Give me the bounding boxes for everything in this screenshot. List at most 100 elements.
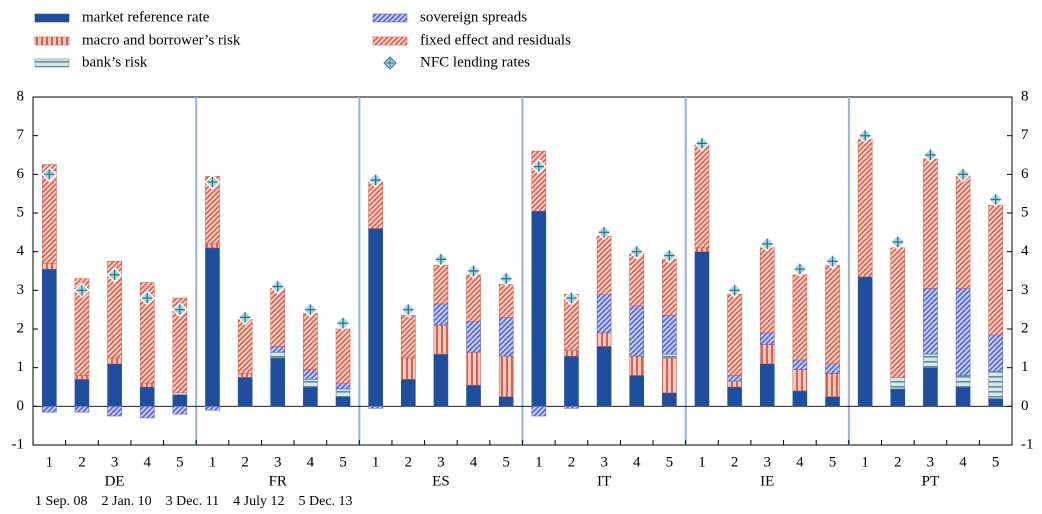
- bar-segment: [172, 394, 188, 407]
- bar-segment: [498, 284, 514, 318]
- bar-segment: [825, 264, 840, 365]
- bar-segment: [759, 363, 775, 407]
- y-tick-label: 4: [17, 243, 25, 259]
- y-tick-label: -1: [12, 436, 25, 452]
- nfc-marker: [269, 278, 286, 295]
- bar-segment: [335, 388, 351, 397]
- x-tick-label: 2: [78, 454, 86, 470]
- bar-segment: [923, 353, 938, 368]
- bar-segment: [205, 247, 220, 407]
- nfc-marker: [335, 315, 351, 332]
- y-tick-label-right: 2: [1021, 320, 1029, 336]
- bar-segment: [303, 313, 318, 370]
- bar-segment: [923, 158, 938, 289]
- bar-segment: [270, 357, 286, 407]
- bar-segment: [400, 378, 416, 407]
- legend-label: fixed effect and residuals: [420, 32, 571, 48]
- x-tick-label: 5: [992, 454, 1000, 470]
- bar-segment: [74, 375, 90, 380]
- y-tick-label-right: 4: [1021, 243, 1029, 259]
- bar-segment: [890, 388, 906, 407]
- bar-segment: [662, 315, 677, 355]
- nfc-marker: [139, 290, 156, 306]
- bar-segment: [74, 406, 90, 413]
- bar-segment: [759, 332, 775, 345]
- bar-segment: [694, 251, 710, 407]
- bar-segment: [988, 398, 1003, 407]
- x-tick-label: 4: [959, 454, 967, 470]
- legend-swatch: [372, 36, 408, 46]
- legend-label: NFC lending rates: [420, 54, 530, 70]
- bar-segment: [433, 264, 449, 305]
- nfc-marker: [367, 172, 384, 188]
- y-tick-label-right: 1: [1021, 359, 1029, 375]
- footnote: 1 Sep. 08 2 Jan. 10 3 Dec. 11 4 July 12 …: [35, 494, 353, 509]
- x-tick-label: 3: [764, 454, 772, 470]
- legend-label: sovereign spreads: [420, 9, 527, 25]
- bar-segment: [433, 324, 449, 355]
- nfc-marker: [726, 282, 743, 299]
- bar-segment: [172, 297, 188, 394]
- bar-segment: [335, 328, 351, 384]
- bar-segment: [923, 288, 938, 355]
- nfc-marker: [204, 174, 221, 190]
- bar-segment: [107, 406, 122, 417]
- bar-segment: [988, 204, 1003, 336]
- bar-segment: [792, 390, 808, 407]
- bar-segment: [42, 406, 57, 413]
- nfc-marker: [563, 290, 580, 306]
- x-tick-label: 4: [796, 454, 804, 470]
- y-tick-label: 2: [17, 320, 25, 336]
- x-tick-label: 2: [731, 454, 739, 470]
- x-tick-label: 1: [46, 454, 54, 470]
- y-tick-label-right: 7: [1021, 127, 1029, 143]
- bar-segment: [759, 344, 775, 365]
- bar-segment: [955, 386, 971, 407]
- legend-label: market reference rate: [82, 9, 210, 25]
- bar-segment: [923, 367, 938, 407]
- nfc-marker: [824, 253, 841, 270]
- bar-segment: [727, 375, 742, 382]
- bar-segment: [662, 392, 677, 407]
- bar-segment: [139, 386, 155, 407]
- nfc-marker: [759, 236, 776, 252]
- bar-segment: [107, 357, 122, 365]
- bar-segment: [368, 406, 383, 409]
- bar-segment: [466, 274, 481, 322]
- bar-segment: [74, 278, 90, 376]
- bar-segment: [857, 139, 873, 278]
- group-label: FR: [269, 473, 287, 489]
- bar-segment: [955, 375, 971, 388]
- nfc-marker: [172, 301, 188, 318]
- nfc-marker: [41, 166, 58, 183]
- x-tick-label: 2: [241, 454, 249, 470]
- legend-swatch: [372, 13, 408, 23]
- bar-segment: [792, 274, 808, 361]
- y-tick-label: 7: [17, 127, 25, 143]
- x-tick-label: 4: [470, 454, 478, 470]
- x-tick-label: 5: [176, 454, 184, 470]
- bar-segment: [205, 406, 220, 411]
- nfc-marker: [433, 251, 449, 268]
- bar-segment: [107, 261, 122, 359]
- x-tick-label: 3: [111, 454, 119, 470]
- bar-segment: [303, 386, 318, 407]
- bar-segment: [270, 351, 286, 359]
- bar-segment: [139, 282, 155, 384]
- nfc-marker: [628, 243, 645, 260]
- nfc-marker: [237, 309, 253, 326]
- nfc-marker: [400, 301, 417, 318]
- x-tick-label: 1: [535, 454, 543, 470]
- nfc-marker: [792, 261, 808, 277]
- bar-segment: [498, 396, 514, 407]
- y-tick-label: 0: [17, 398, 25, 414]
- x-tick-label: 1: [698, 454, 706, 470]
- x-tick-label: 1: [861, 454, 869, 470]
- bar-segment: [694, 247, 710, 252]
- group-label: ES: [432, 473, 450, 489]
- bar-segment: [368, 228, 383, 407]
- bar-segment: [368, 181, 383, 229]
- x-tick-label: 2: [894, 454, 902, 470]
- x-tick-label: 1: [209, 454, 217, 470]
- bar-segment: [433, 353, 449, 407]
